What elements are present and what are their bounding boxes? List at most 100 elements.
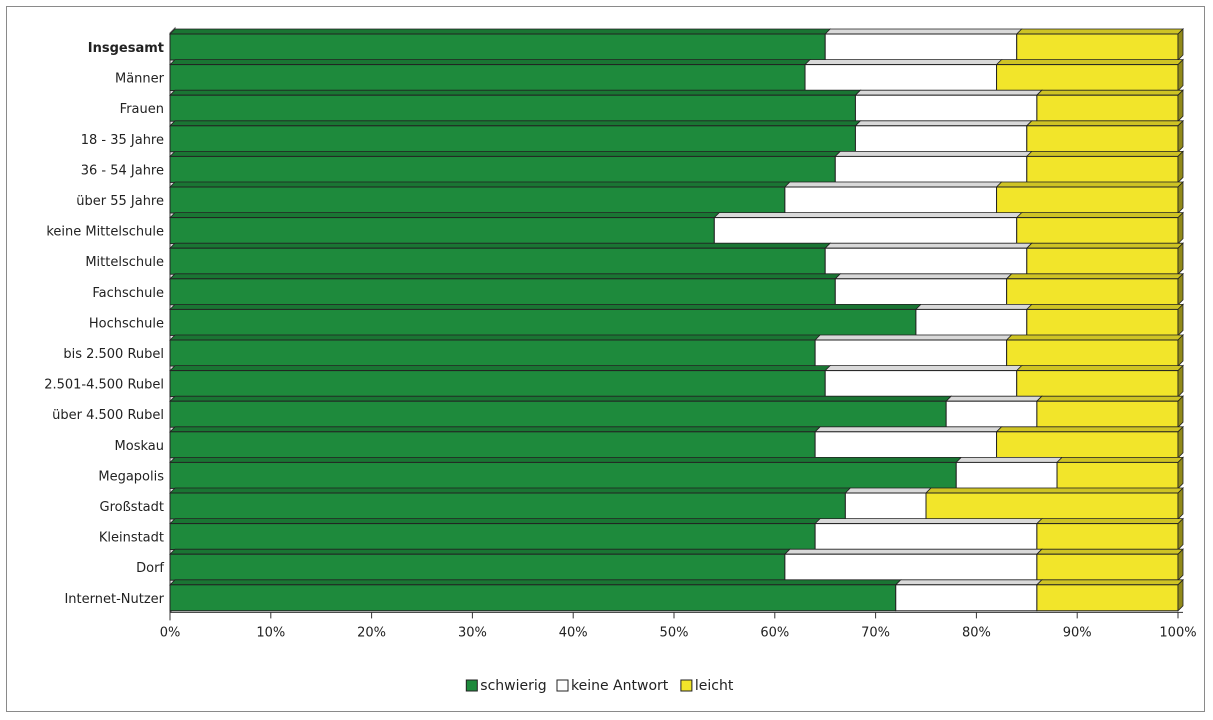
bar-segment-schwierig (169, 125, 856, 153)
x-tick-label: 0% (160, 625, 181, 640)
bar-side-face (1177, 425, 1184, 459)
bar-side-face (1177, 334, 1184, 367)
bar-side-face (1177, 242, 1184, 276)
category-label: Moskau (115, 439, 164, 454)
bar-segment-leicht (1016, 33, 1179, 61)
bar-segment-leicht (1026, 308, 1179, 336)
bar-top-face (844, 487, 932, 494)
bar-top-face (955, 456, 1064, 463)
bar-segment-schwierig (169, 308, 917, 336)
bar-top-face (169, 334, 822, 341)
category-label: keine Mittelschule (46, 225, 164, 240)
bar-segment-keine-antwort (784, 186, 998, 214)
bar-top-face (1025, 150, 1184, 157)
bar-segment-keine-antwort (824, 370, 1018, 398)
bar-top-face (1025, 242, 1184, 249)
legend-swatch-leicht (680, 679, 693, 692)
legend-label: keine Antwort (571, 678, 669, 694)
x-tick-label: 100% (1159, 625, 1196, 640)
x-tick-label: 90% (1063, 625, 1092, 640)
bar-side-face (1177, 58, 1184, 92)
bar-top-face (169, 579, 902, 586)
bar-segment-leicht (1036, 400, 1179, 428)
category-label: Großstadt (100, 500, 164, 515)
bar-side-face (1177, 89, 1184, 123)
bar-top-face (169, 59, 812, 65)
category-label: Mittelschule (85, 255, 164, 270)
category-label: 36 - 54 Jahre (81, 163, 164, 178)
bar-top-face (914, 303, 1033, 310)
bar-segment-leicht (1026, 155, 1179, 183)
bar-top-face (1056, 456, 1184, 463)
legend-label: leicht (695, 678, 734, 694)
category-label: bis 2.500 Rubel (63, 347, 164, 362)
bar-segment-leicht (1006, 278, 1179, 306)
bar-segment-leicht (1026, 125, 1179, 153)
legend-label: schwierig (480, 678, 546, 694)
category-label: Hochschule (89, 316, 164, 331)
bar-top-face (169, 28, 832, 35)
x-tick-label: 10% (256, 625, 285, 640)
bar-segment-schwierig (169, 553, 786, 581)
bar-segment-schwierig (169, 94, 856, 122)
bar-segment-schwierig (169, 278, 836, 306)
bar-side-face (1177, 487, 1184, 520)
bar-segment-schwierig (169, 461, 957, 489)
bar-top-face (814, 426, 1003, 433)
bar-top-face (169, 242, 832, 249)
category-label: über 4.500 Rubel (52, 408, 164, 423)
category-label: Insgesamt (88, 41, 164, 56)
bar-top-face (814, 518, 1043, 524)
bar-segment-keine-antwort (814, 339, 1008, 367)
bar-segment-schwierig (169, 186, 786, 214)
bar-segment-leicht (1016, 370, 1179, 398)
bar-segment-leicht (1036, 94, 1179, 122)
x-tick-labels: 0% 10% 20% 30% 40% 50% 60% 70% 80% 90% 100% (160, 612, 1197, 640)
category-label: Dorf (136, 561, 164, 576)
bar-top-face (1025, 303, 1184, 310)
bar-segment-keine-antwort (854, 125, 1028, 153)
bar-segment-leicht (1036, 523, 1179, 551)
bar-segment-keine-antwort (814, 523, 1038, 551)
bar-segment-leicht (1056, 461, 1179, 489)
bar-segment-leicht (996, 186, 1179, 214)
bar-segment-keine-antwort (784, 553, 1038, 581)
bar-side-face (1177, 28, 1184, 61)
bar-top-face (1015, 365, 1184, 372)
bar-segment-schwierig (169, 33, 826, 61)
bar-side-face (1177, 150, 1184, 184)
x-tick-label: 30% (458, 625, 487, 640)
bar-top-face (169, 456, 963, 463)
bar-top-face (783, 548, 1043, 555)
category-label: Fachschule (92, 286, 164, 301)
bar-side-face (1177, 456, 1184, 490)
bar-segment-leicht (1036, 584, 1179, 612)
bar-segment-keine-antwort (854, 94, 1038, 122)
bar-top-face (834, 273, 1013, 280)
bar-top-face (854, 120, 1033, 127)
bar-top-face (995, 426, 1184, 433)
bar-top-face (1035, 518, 1184, 524)
bar-segment-schwierig (169, 247, 826, 275)
bar-segment-keine-antwort (713, 217, 1018, 245)
bar-segment-keine-antwort (895, 584, 1038, 612)
bar-segment-keine-antwort (945, 400, 1038, 428)
bar-segment-keine-antwort (844, 492, 927, 520)
bar-segment-keine-antwort (834, 278, 1008, 306)
bar-top-face (169, 487, 852, 494)
bar-segment-schwierig (169, 217, 715, 245)
category-label: 2.501-4.500 Rubel (44, 378, 164, 393)
bar-segment-leicht (996, 431, 1179, 459)
bar-side-face (1177, 395, 1184, 429)
bar-top-face (894, 579, 1043, 586)
bar-side-face (1177, 211, 1184, 245)
bar-top-face (814, 334, 1013, 341)
legend-swatch-schwierig (465, 679, 478, 692)
bar-top-face (1025, 120, 1184, 127)
x-tick-label: 70% (861, 625, 890, 640)
bar-top-face (1005, 273, 1184, 280)
bar-top-face (1005, 334, 1184, 341)
bar-top-face (169, 181, 791, 188)
bar-segment-schwierig (169, 584, 897, 612)
